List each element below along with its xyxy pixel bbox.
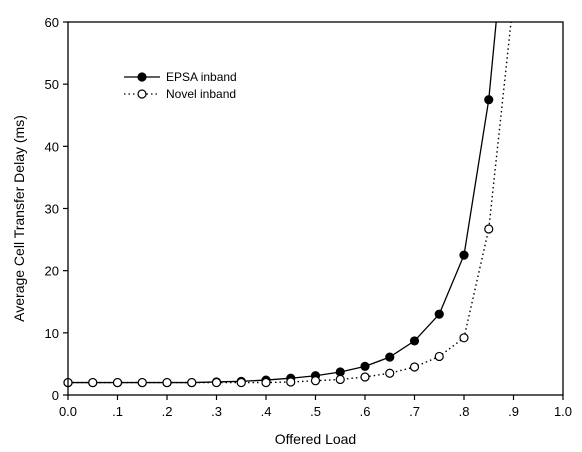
data-point [459, 333, 469, 343]
data-point [335, 367, 345, 377]
x-tick-label: .5 [310, 404, 321, 419]
data-point [360, 361, 370, 372]
legend-marker [137, 72, 147, 82]
data-point [236, 377, 246, 388]
data-point [484, 95, 494, 105]
legend: EPSA inband Novel inband [124, 70, 237, 101]
legend-marker [137, 89, 147, 99]
y-tick-label: 40 [45, 139, 59, 154]
data-point [484, 224, 494, 234]
y-tick-label: 0 [52, 388, 59, 403]
data-point [286, 377, 296, 387]
data-point [310, 376, 321, 386]
data-point [137, 377, 147, 388]
data-point [112, 377, 123, 388]
legend-label: Novel inband [166, 87, 236, 101]
y-tick-label: 30 [45, 202, 59, 217]
x-tick-label: .3 [211, 404, 222, 419]
x-tick-label: .8 [459, 404, 470, 419]
x-tick-label: .7 [409, 404, 420, 419]
y-tick-label: 60 [45, 15, 59, 30]
data-point [385, 368, 395, 378]
data-point [459, 250, 469, 260]
data-point [211, 377, 222, 388]
x-tick-label: .4 [261, 404, 272, 419]
data-point [335, 374, 345, 385]
data-point [187, 377, 197, 388]
x-tick-label: .2 [162, 404, 173, 419]
data-point [434, 309, 444, 319]
x-tick-label: 1.0 [554, 404, 572, 419]
x-tick-label: .1 [112, 404, 123, 419]
series-line-1 [68, 22, 497, 384]
data-point [409, 362, 420, 372]
y-tick-label: 50 [45, 77, 59, 92]
x-axis-title: Offered Load [275, 431, 356, 447]
y-tick-label: 10 [45, 326, 59, 341]
y-axis-title: Average Cell Transfer Delay (ms) [11, 115, 27, 322]
series-line-2 [68, 22, 512, 384]
data-point [162, 377, 172, 388]
axes: 0.0 .1 .2 .3 .4 .5 .6 .7 .8 .9 1.0 0 10 20 30 40 50 60 [45, 15, 573, 419]
x-tick-label: .6 [360, 404, 371, 419]
data-point [434, 351, 444, 362]
data-point [409, 336, 420, 346]
legend-label: EPSA inband [166, 70, 237, 84]
x-tick-label: 0.0 [59, 404, 77, 419]
data-point [360, 372, 370, 382]
data-point [261, 377, 271, 388]
y-tick-label: 20 [45, 264, 59, 279]
data-point [385, 352, 395, 362]
data-point [88, 377, 98, 388]
x-tick-label: .9 [508, 404, 519, 419]
plot-area [63, 22, 512, 388]
